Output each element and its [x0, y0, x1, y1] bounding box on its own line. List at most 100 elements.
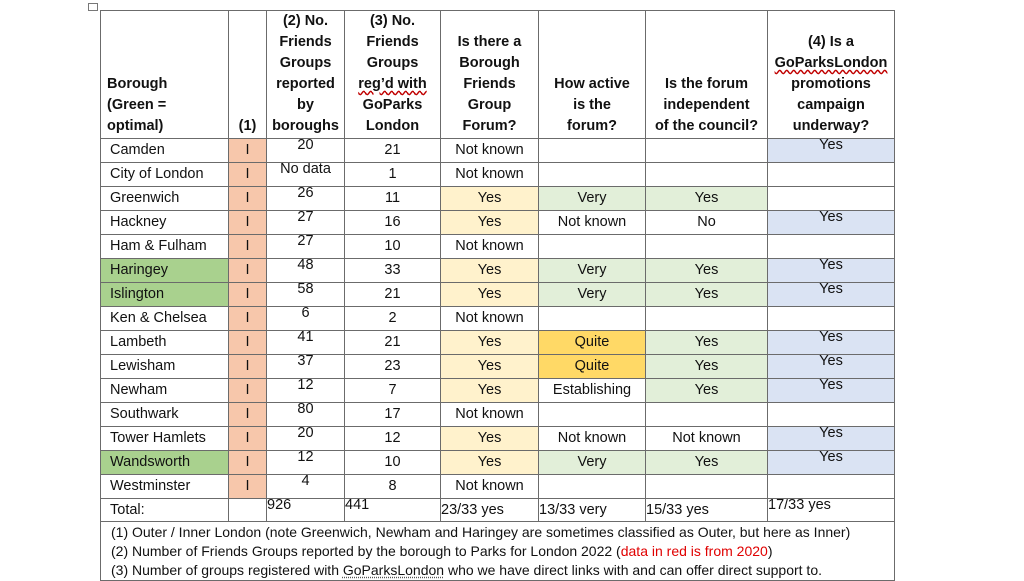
cell-activity: Quite	[538, 354, 646, 379]
cell-activity	[538, 402, 646, 427]
table-row: Westminster I 4 8 Not known	[100, 474, 895, 499]
cell-reported: 80	[266, 402, 345, 427]
cell-registered: 16	[344, 210, 441, 235]
cell-reported: 6	[266, 306, 345, 331]
cell-inner-outer: I	[228, 210, 267, 235]
cell-independent: Yes	[645, 354, 768, 379]
total-row: Total: 926 441 23/33 yes 13/33 very 15/3…	[100, 498, 895, 522]
cell-independent: No	[645, 210, 768, 235]
table-row: Greenwich I 26 11 Yes Very Yes	[100, 186, 895, 211]
cell-inner-outer: I	[228, 402, 267, 427]
cell-reported: 20	[266, 426, 345, 451]
cell-activity: Quite	[538, 330, 646, 355]
cell-registered: 8	[344, 474, 441, 499]
cell-reported: 4	[266, 474, 345, 499]
cell-forum: Not known	[440, 234, 539, 259]
cell-reported: 20	[266, 138, 345, 163]
cell-inner-outer: I	[228, 162, 267, 187]
friends-groups-table: Borough (Green = optimal) (1) (2) No. Fr…	[100, 10, 895, 581]
cell-registered: 21	[344, 330, 441, 355]
cell-independent: Yes	[645, 282, 768, 307]
table-move-handle-icon[interactable]	[88, 3, 98, 11]
cell-registered: 21	[344, 138, 441, 163]
cell-independent	[645, 234, 768, 259]
cell-campaign: Yes	[767, 450, 895, 475]
cell-registered: 11	[344, 186, 441, 211]
cell-independent	[645, 138, 768, 163]
cell-forum: Yes	[440, 282, 539, 307]
cell-inner-outer: I	[228, 474, 267, 499]
cell-activity	[538, 474, 646, 499]
cell-borough: Lewisham	[100, 354, 229, 379]
cell-inner-outer: I	[228, 426, 267, 451]
cell-campaign: Yes	[767, 138, 895, 163]
cell-activity	[538, 306, 646, 331]
cell-independent: Not known	[645, 426, 768, 451]
cell-forum: Yes	[440, 354, 539, 379]
table-row: Islington I 58 21 Yes Very Yes Yes	[100, 282, 895, 307]
header-forum-independent: Is the forum independent of the council?	[645, 10, 768, 139]
cell-independent	[645, 402, 768, 427]
cell-borough: Ken & Chelsea	[100, 306, 229, 331]
table-row: Hackney I 27 16 Yes Not known No Yes	[100, 210, 895, 235]
table-row: Haringey I 48 33 Yes Very Yes Yes	[100, 258, 895, 283]
friends-groups-table-container: Borough (Green = optimal) (1) (2) No. Fr…	[100, 10, 895, 581]
header-inner-outer: (1)	[228, 10, 267, 139]
cell-inner-outer: I	[228, 258, 267, 283]
cell-inner-outer: I	[228, 234, 267, 259]
cell-borough: Islington	[100, 282, 229, 307]
cell-registered: 12	[344, 426, 441, 451]
goparkslondon-link[interactable]: GoParksLondon	[342, 562, 445, 578]
table-row: Lewisham I 37 23 Yes Quite Yes Yes	[100, 354, 895, 379]
note-1: (1) Outer / Inner London (note Greenwich…	[111, 524, 851, 540]
table-row: Ken & Chelsea I 6 2 Not known	[100, 306, 895, 331]
cell-registered: 21	[344, 282, 441, 307]
cell-independent	[645, 162, 768, 187]
cell-inner-outer: I	[228, 282, 267, 307]
cell-activity	[538, 162, 646, 187]
cell-registered: 10	[344, 234, 441, 259]
table-row: Tower Hamlets I 20 12 Yes Not known Not known Y…	[100, 426, 895, 451]
cell-campaign: Yes	[767, 426, 895, 451]
cell-borough: Ham & Fulham	[100, 234, 229, 259]
cell-reported: 37	[266, 354, 345, 379]
table-row: Wandsworth I 12 10 Yes Very Yes Yes	[100, 450, 895, 475]
header-row: Borough (Green = optimal) (1) (2) No. Fr…	[100, 10, 895, 139]
cell-independent: Yes	[645, 258, 768, 283]
cell-campaign	[767, 474, 895, 499]
cell-forum: Yes	[440, 450, 539, 475]
cell-borough: Newham	[100, 378, 229, 403]
note-3: (3) Number of groups registered with GoP…	[111, 562, 823, 578]
table-row: Southwark I 80 17 Not known	[100, 402, 895, 427]
total-forum: 23/33 yes	[440, 498, 539, 522]
cell-campaign	[767, 402, 895, 427]
cell-inner-outer: I	[228, 354, 267, 379]
cell-inner-outer: I	[228, 378, 267, 403]
total-campaign: 17/33 yes	[767, 498, 895, 522]
cell-borough: City of London	[100, 162, 229, 187]
cell-reported: 27	[266, 234, 345, 259]
cell-campaign: Yes	[767, 282, 895, 307]
table-row: Ham & Fulham I 27 10 Not known	[100, 234, 895, 259]
cell-reported: 41	[266, 330, 345, 355]
cell-campaign: Yes	[767, 354, 895, 379]
cell-forum: Yes	[440, 210, 539, 235]
total-reported: 926	[266, 498, 345, 522]
cell-inner-outer: I	[228, 450, 267, 475]
total-registered: 441	[344, 498, 441, 522]
cell-campaign	[767, 162, 895, 187]
cell-borough: Hackney	[100, 210, 229, 235]
total-inner-outer	[228, 498, 267, 522]
cell-registered: 10	[344, 450, 441, 475]
cell-campaign: Yes	[767, 210, 895, 235]
notes-row: (1) Outer / Inner London (note Greenwich…	[100, 521, 895, 581]
cell-campaign: Yes	[767, 258, 895, 283]
cell-forum: Not known	[440, 162, 539, 187]
cell-registered: 33	[344, 258, 441, 283]
cell-campaign: Yes	[767, 330, 895, 355]
cell-independent	[645, 306, 768, 331]
cell-campaign	[767, 306, 895, 331]
header-forum-exists: Is there a Borough Friends Group Forum?	[440, 10, 539, 139]
note-2: (2) Number of Friends Groups reported by…	[111, 543, 773, 559]
cell-reported: 12	[266, 378, 345, 403]
